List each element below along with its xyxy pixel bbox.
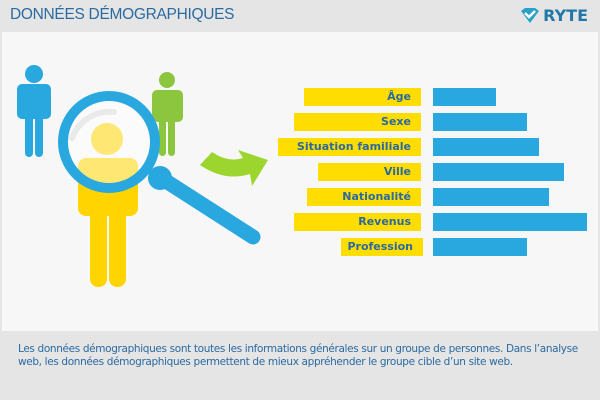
demographic-bar: [433, 138, 539, 156]
magnifier-icon: [58, 91, 261, 245]
demographic-bar: [433, 88, 496, 106]
description-text: Les données démographiques sont toutes l…: [18, 343, 578, 368]
demographic-bar: [433, 213, 587, 231]
demographic-label: Situation familiale: [278, 138, 421, 156]
page-title: DONNÉES DÉMOGRAPHIQUES: [10, 6, 235, 23]
demographic-label: Sexe: [294, 113, 421, 131]
demographic-label: Ville: [318, 163, 421, 181]
demographic-bar: [433, 188, 549, 206]
demographic-label: Profession: [341, 238, 423, 256]
ryte-diamond-icon: [521, 7, 540, 23]
demographic-label: Revenus: [294, 213, 421, 231]
demographic-label: Nationalité: [307, 188, 421, 206]
green-person-icon: [152, 72, 183, 156]
demographic-bar: [433, 238, 527, 256]
illustration: [17, 65, 268, 287]
demographic-label: Âge: [304, 88, 421, 106]
ryte-logo: RYTE: [520, 6, 588, 25]
blue-person-icon: [17, 65, 51, 157]
logo-text: RYTE: [543, 6, 588, 25]
demographic-bar: [433, 163, 564, 181]
arrow-icon: [200, 150, 268, 186]
demographic-bar: [433, 113, 527, 131]
